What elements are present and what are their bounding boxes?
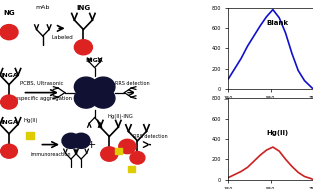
Text: Unspecific aggregation: Unspecific aggregation: [11, 96, 72, 101]
Text: Hg(II): Hg(II): [23, 119, 38, 123]
Bar: [115, 148, 122, 154]
Circle shape: [0, 25, 18, 40]
Bar: [128, 166, 135, 172]
Circle shape: [74, 77, 98, 97]
Circle shape: [101, 147, 118, 161]
Text: INGA: INGA: [0, 120, 18, 125]
Circle shape: [1, 144, 17, 158]
Text: Hg(II): Hg(II): [266, 130, 289, 136]
Circle shape: [91, 77, 115, 97]
Circle shape: [62, 133, 80, 148]
Text: INGA: INGA: [86, 58, 104, 63]
Text: Labeled: Labeled: [51, 35, 73, 40]
Text: Blank: Blank: [266, 20, 289, 26]
Circle shape: [74, 40, 92, 55]
Circle shape: [72, 133, 90, 148]
Circle shape: [1, 95, 17, 109]
Circle shape: [119, 139, 136, 154]
Circle shape: [74, 88, 98, 108]
Text: Hg(II)-ING: Hg(II)-ING: [108, 114, 133, 119]
Text: NG: NG: [3, 10, 15, 16]
Text: RRS detection: RRS detection: [115, 81, 149, 86]
Text: PCBS, Ultrasonic: PCBS, Ultrasonic: [20, 81, 64, 86]
Bar: [26, 132, 34, 139]
Text: immunoreaction: immunoreaction: [30, 152, 71, 156]
Circle shape: [91, 88, 115, 108]
Text: INGA: INGA: [0, 73, 18, 78]
Text: RRS detection: RRS detection: [133, 134, 168, 139]
Text: ING: ING: [76, 5, 90, 11]
Text: +: +: [87, 140, 96, 149]
Circle shape: [130, 152, 145, 164]
Text: mAb: mAb: [36, 5, 50, 10]
